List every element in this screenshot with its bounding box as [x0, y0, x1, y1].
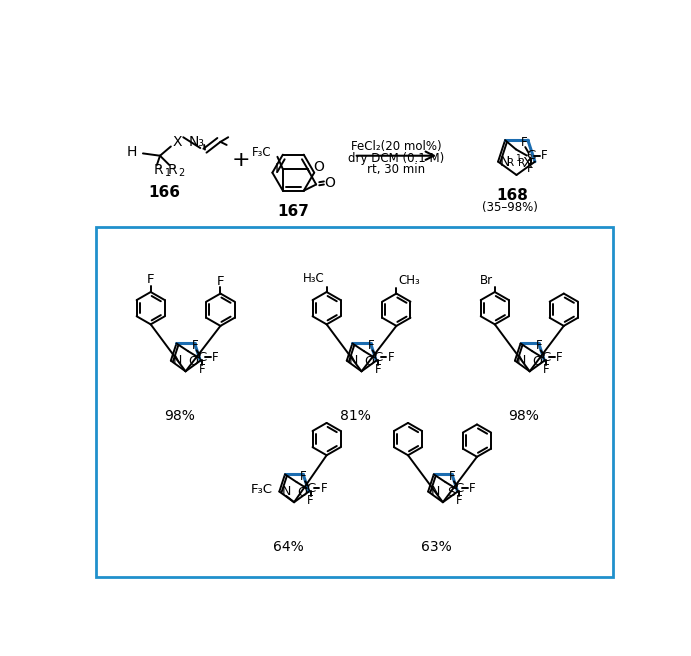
Text: F: F [520, 136, 527, 149]
Text: dry DCM (0.1 M): dry DCM (0.1 M) [348, 152, 444, 165]
Text: H: H [126, 145, 137, 159]
Text: C: C [526, 149, 536, 162]
Text: (35–98%): (35–98%) [482, 201, 538, 214]
Text: 81%: 81% [340, 409, 371, 423]
Text: 1: 1 [164, 168, 171, 178]
Text: S: S [446, 486, 455, 499]
Text: 167: 167 [277, 203, 310, 218]
Text: O: O [313, 160, 324, 174]
Text: N: N [173, 354, 182, 367]
Text: F: F [375, 363, 381, 376]
Text: O: O [189, 355, 198, 368]
Text: O: O [325, 176, 336, 190]
Text: 168: 168 [497, 188, 529, 203]
Text: C: C [373, 351, 383, 364]
Text: 63%: 63% [422, 540, 452, 554]
Text: F: F [456, 494, 463, 507]
Text: F: F [469, 482, 476, 495]
Text: 2: 2 [178, 168, 185, 178]
Text: N: N [430, 485, 439, 498]
Text: R: R [168, 163, 177, 176]
Text: F: F [368, 339, 375, 352]
Text: H₃C: H₃C [303, 272, 324, 285]
Text: C: C [455, 482, 464, 495]
Text: N: N [500, 155, 510, 169]
Text: F: F [321, 482, 327, 495]
Text: F: F [307, 494, 314, 507]
Bar [95, 226, 613, 577]
Text: X: X [522, 156, 532, 170]
Text: rt, 30 min: rt, 30 min [368, 163, 426, 176]
Text: F: F [388, 351, 395, 364]
Text: C: C [198, 351, 207, 364]
Text: N: N [349, 354, 359, 367]
Text: F: F [541, 149, 548, 162]
Text: F: F [449, 470, 455, 483]
Text: C: C [306, 482, 315, 495]
Text: 166: 166 [148, 185, 180, 200]
Text: R: R [153, 163, 163, 176]
Text: O: O [297, 486, 307, 499]
Text: F: F [191, 339, 198, 352]
Text: N: N [518, 354, 527, 367]
Text: R: R [518, 157, 525, 168]
Text: Br: Br [480, 274, 493, 287]
Text: F: F [217, 275, 224, 288]
Text: F: F [527, 162, 534, 175]
Text: CH₃: CH₃ [399, 274, 420, 287]
Text: 2: 2 [527, 154, 532, 163]
Text: F: F [543, 363, 549, 376]
Text: F: F [199, 363, 205, 376]
Text: O: O [364, 355, 375, 368]
Text: F: F [212, 351, 218, 364]
Text: +: + [232, 150, 251, 169]
Text: F: F [301, 470, 307, 483]
Text: 98%: 98% [164, 409, 195, 423]
Text: F₃C: F₃C [252, 146, 272, 159]
Text: F: F [556, 351, 562, 364]
Text: FeCl₂(20 mol%): FeCl₂(20 mol%) [351, 140, 442, 153]
Text: F₃C: F₃C [250, 483, 272, 497]
Text: X: X [172, 135, 182, 149]
Text: R: R [507, 157, 514, 168]
Text: F: F [536, 339, 542, 352]
Text: N₃: N₃ [189, 135, 205, 149]
Text: C: C [542, 351, 551, 364]
Text: 64%: 64% [272, 540, 303, 554]
Text: 98%: 98% [508, 409, 539, 423]
Text: O: O [533, 355, 542, 368]
Text: N: N [282, 485, 291, 498]
Text: F: F [147, 273, 155, 286]
Text: 1: 1 [515, 154, 522, 163]
Text: I: I [274, 162, 278, 176]
